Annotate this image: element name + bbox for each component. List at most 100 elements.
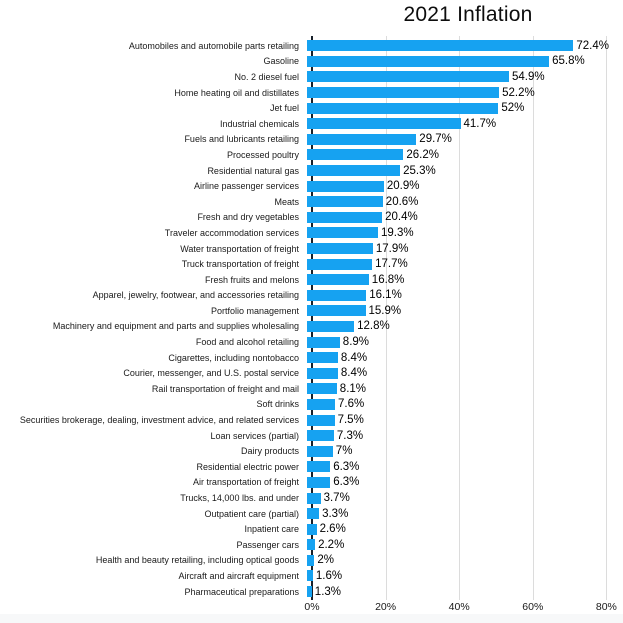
bar [307, 165, 401, 177]
category-label: Processed poultry [226, 149, 299, 160]
bar [307, 383, 337, 395]
bar-area: 52% [306, 102, 623, 114]
x-tick-label: 40% [448, 601, 470, 613]
value-label: 8.4% [340, 367, 368, 380]
bar [307, 398, 335, 410]
bar [307, 87, 500, 99]
bar [307, 461, 331, 473]
value-label: 26.2% [406, 148, 439, 161]
category-label: Portfolio management [210, 305, 299, 316]
bar [307, 55, 550, 67]
category-label: Rail transportation of freight and mail [151, 383, 299, 394]
bottom-strip [0, 614, 623, 623]
bar [307, 367, 338, 379]
category-label: Truck transportation of freight [181, 259, 299, 270]
chart-bar-row: Passenger cars 2.2% [0, 537, 623, 553]
bar-area: 26.2% [306, 148, 623, 161]
chart-bar-row: Jet fuel 52% [0, 100, 623, 116]
chart-bar-row: No. 2 diesel fuel 54.9% [0, 69, 623, 85]
chart-bar-row: Gasoline 65.8% [0, 54, 623, 70]
value-label: 65.8% [552, 55, 585, 68]
bar [307, 539, 316, 551]
bar-area: 25.3% [306, 164, 623, 177]
y-axis-line [311, 36, 313, 600]
category-label: Fresh and dry vegetables [197, 212, 299, 223]
chart-bar-row: Cigarettes, including nontobacco 8.4% [0, 350, 623, 366]
chart-bar-row: Meats 20.6% [0, 194, 623, 210]
value-label: 54.9% [512, 70, 545, 83]
value-label: 6.3% [333, 460, 360, 473]
bar-area: 16.8% [306, 274, 623, 286]
value-label: 6.3% [333, 476, 360, 489]
bar-area: 16.1% [306, 289, 623, 302]
category-label: Securities brokerage, dealing, investmen… [19, 415, 299, 426]
bar-area: 7% [306, 445, 623, 458]
bar-area: 41.7% [306, 118, 623, 130]
x-axis: 0% 20% 40% 60% 80% [0, 601, 623, 615]
bar [307, 196, 383, 208]
value-label: 2.6% [319, 523, 346, 536]
value-label: 7% [335, 445, 353, 458]
bar [307, 71, 509, 83]
value-label: 25.3% [403, 164, 436, 177]
bar [307, 554, 315, 566]
chart-bar-row: Securities brokerage, dealing, investmen… [0, 412, 623, 428]
bar [307, 102, 499, 114]
bar-area: 20.6% [306, 196, 623, 208]
bar-area: 65.8% [306, 55, 623, 68]
value-label: 1.6% [315, 569, 343, 582]
value-label: 7.5% [337, 414, 364, 427]
value-label: 20.9% [386, 180, 420, 193]
chart-bar-row: Truck transportation of freight 17.7% [0, 256, 623, 272]
category-label: Residential natural gas [207, 165, 299, 176]
bar [307, 133, 417, 145]
value-label: 17.7% [375, 258, 408, 271]
bar-area: 1.6% [306, 569, 623, 582]
bar [307, 352, 338, 364]
value-label: 72.4% [576, 39, 609, 52]
category-label: Machinery and equipment and parts and su… [52, 321, 299, 332]
chart-bar-row: Portfolio management 15.9% [0, 303, 623, 319]
bar-area: 6.3% [306, 476, 623, 489]
category-label: Cigarettes, including nontobacco [168, 352, 299, 363]
bar-area: 54.9% [306, 70, 623, 83]
category-label: Pharmaceutical preparations [184, 586, 299, 597]
chart-bar-row: Automobiles and automobile parts retaili… [0, 38, 623, 54]
category-label: Passenger cars [236, 539, 299, 550]
bar [307, 508, 320, 520]
chart-bar-row: Outpatient care (partial) 3.3% [0, 506, 623, 522]
chart-bar-row: Apparel, jewelry, footwear, and accessor… [0, 288, 623, 304]
bar-area: 52.2% [306, 87, 623, 99]
bar [307, 336, 340, 348]
category-label: Airline passenger services [193, 181, 299, 192]
value-label: 29.7% [419, 133, 452, 146]
bar-area: 3.7% [306, 492, 623, 504]
chart-bar-row: Water transportation of freight 17.9% [0, 241, 623, 257]
bar [307, 305, 366, 317]
bar [307, 227, 378, 239]
value-label: 2% [317, 554, 335, 567]
bar [307, 414, 335, 426]
category-label: Aircraft and aircraft equipment [178, 570, 299, 581]
bar-area: 8.1% [306, 383, 623, 395]
x-tick-label: 20% [375, 601, 397, 613]
bar [307, 430, 334, 442]
value-label: 12.8% [357, 320, 390, 333]
bar [307, 289, 367, 301]
x-tick-label: 60% [522, 601, 544, 613]
category-label: No. 2 diesel fuel [234, 71, 299, 82]
category-label: Air transportation of freight [192, 477, 299, 488]
category-label: Loan services (partial) [210, 430, 299, 441]
category-label: Traveler accommodation services [164, 227, 299, 238]
category-label: Industrial chemicals [219, 118, 299, 129]
category-label: Home heating oil and distillates [174, 87, 299, 98]
chart-bar-row: Inpatient care 2.6% [0, 521, 623, 537]
bar [307, 40, 574, 52]
chart-bar-row: Rail transportation of freight and mail … [0, 381, 623, 397]
chart-bar-row: Home heating oil and distillates 52.2% [0, 85, 623, 101]
bar-area: 7.5% [306, 414, 623, 427]
value-label: 16.1% [369, 289, 402, 302]
value-label: 17.9% [375, 242, 409, 255]
gridline [459, 36, 461, 600]
